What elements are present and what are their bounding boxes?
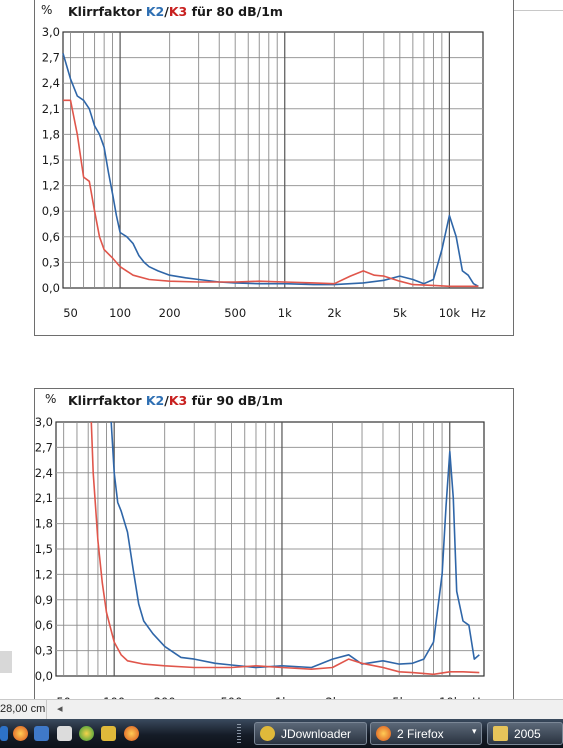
y-tick-label: 0,9 (42, 204, 60, 218)
jdownloader-quicklaunch-icon[interactable] (101, 726, 116, 741)
x-tick-label: 5k (393, 306, 407, 320)
y-tick-label: 1,8 (35, 517, 53, 531)
x-tick-label: 2k (327, 306, 341, 320)
y-tick-label: 0,6 (42, 230, 60, 244)
taskbar-button-folder[interactable]: 2005 (487, 722, 563, 745)
plot-area: 0,0 0,3 0,6 0,9 1,2 1,5 1,8 2,1 2,4 2,7 3,0 50 100 20… (42, 25, 486, 320)
y-tick-label: 2,4 (35, 466, 53, 480)
scroll-left-arrow-icon[interactable]: ◂ (57, 703, 63, 715)
series-line-k3 (63, 99, 479, 288)
window-edge-line (513, 0, 563, 11)
y-tick-label: 2,1 (35, 491, 53, 505)
plot-area: 0,00,30,60,91,21,51,82,12,42,73,05010020… (35, 415, 487, 709)
y-tick-label: 0,0 (42, 281, 60, 295)
firefox-icon[interactable] (124, 726, 139, 741)
legend-k3: K3 (169, 393, 187, 408)
y-tick-label: 1,5 (42, 153, 60, 167)
chart-title: Klirrfaktor K2/K3 für 90 dB/1m (68, 393, 283, 408)
distortion-chart-80db: % Klirrfaktor K2/K3 für 80 dB/1m 0,0 0,3 0… (34, 0, 514, 336)
show-desktop-icon[interactable] (0, 726, 8, 741)
status-separator (46, 700, 47, 720)
taskbar-button-jdownloader[interactable]: JDownloader (254, 722, 367, 745)
jdownloader-icon (260, 726, 275, 741)
series-line-k2 (110, 421, 480, 669)
y-tick-label: 3,0 (35, 415, 53, 429)
y-tick-label: 1,8 (42, 127, 60, 141)
y-tick-label: 0,0 (35, 669, 53, 683)
chart-svg: % Klirrfaktor K2/K3 für 90 dB/1m 0,0 0,3 0… (35, 392, 487, 709)
y-tick-label: 1,2 (35, 567, 53, 581)
y-tick-label: 1,2 (42, 179, 60, 193)
x-tick-label: 1k (278, 306, 292, 320)
measure-readout: 28,00 cm (0, 703, 46, 715)
x-tick-label: 10k (439, 306, 461, 320)
y-tick-label: 2,7 (35, 440, 53, 454)
firefox-icon (376, 726, 391, 741)
firefox-quicklaunch-icon[interactable] (13, 726, 28, 741)
x-tick-label: 500 (224, 306, 246, 320)
y-tick-label: 0,3 (35, 644, 53, 658)
status-bar: 28,00 cm ◂ (0, 699, 563, 720)
calculator-icon[interactable] (57, 726, 72, 741)
taskbar: JDownloader 2 Firefox 2005 (0, 719, 563, 748)
taskbar-grip[interactable] (237, 724, 241, 744)
y-tick-label: 1,5 (35, 542, 53, 556)
side-panel-tab[interactable] (0, 651, 12, 673)
desktop-icon[interactable] (34, 726, 49, 741)
taskbar-button-firefox[interactable]: 2 Firefox (370, 722, 482, 745)
y-tick-label: 3,0 (42, 25, 60, 39)
y-unit-label: % (45, 392, 56, 406)
chart-svg: % Klirrfaktor K2/K3 für 80 dB/1m 0,00,30… (41, 3, 486, 320)
x-tick-label: 100 (109, 306, 131, 320)
folder-icon (493, 726, 508, 741)
series-line-k3 (90, 421, 480, 676)
x-tick-label: Hz (471, 306, 486, 320)
y-tick-label: 2,7 (42, 51, 60, 65)
chart-title: Klirrfaktor K2/K3 für 80 dB/1m (68, 4, 283, 19)
y-unit-label: % (41, 3, 52, 17)
series-line-k2 (62, 53, 479, 288)
y-tick-label: 0,3 (42, 255, 60, 269)
x-tick-label: 200 (159, 306, 181, 320)
legend-k3: K3 (169, 4, 187, 19)
legend-k2: K2 (146, 393, 164, 408)
x-tick-label: 50 (63, 306, 78, 320)
y-tick-label: 2,1 (42, 102, 60, 116)
y-tick-label: 0,9 (35, 593, 53, 607)
chevron-down-icon[interactable]: ▾ (472, 727, 477, 737)
distortion-chart-90db: % Klirrfaktor K2/K3 für 90 dB/1m 0,0 0,3 0… (34, 388, 514, 709)
y-tick-label: 0,6 (35, 618, 53, 632)
chrome-icon[interactable] (79, 726, 94, 741)
legend-k2: K2 (146, 4, 164, 19)
y-tick-label: 2,4 (42, 76, 60, 90)
